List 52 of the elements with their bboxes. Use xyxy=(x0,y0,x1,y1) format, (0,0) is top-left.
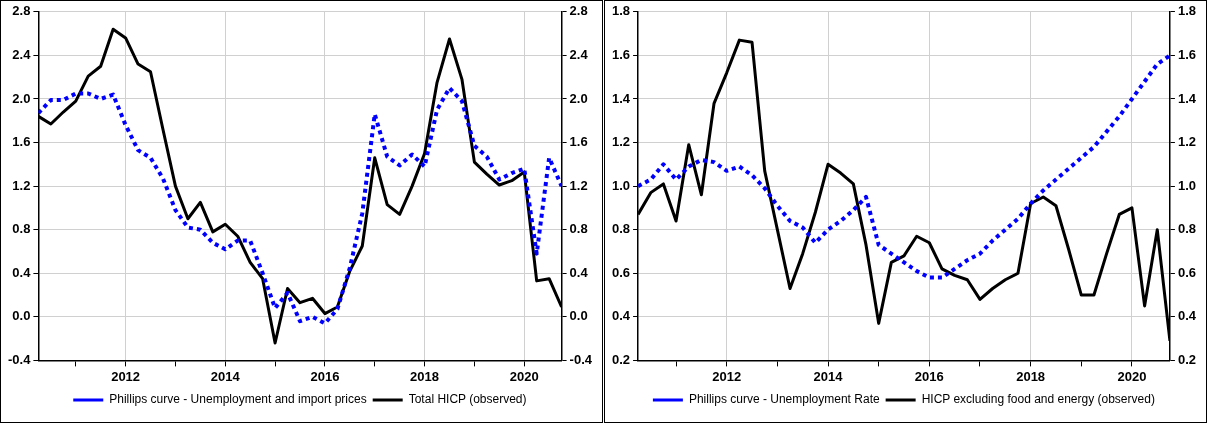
y-tick-label: 0.4 xyxy=(12,264,32,280)
y2-tick-label: 1.6 xyxy=(569,134,588,150)
line-series xyxy=(38,86,562,326)
y2-tick-label: 0.8 xyxy=(569,221,588,237)
y-tick-label: 0.0 xyxy=(12,308,31,324)
legend-label: Total HICP (observed) xyxy=(408,392,527,407)
y-tick-label: 1.8 xyxy=(611,3,631,19)
y2-tick-label: 2.0 xyxy=(569,90,588,106)
y-tick-label: 0.6 xyxy=(611,264,631,280)
y2-tick-label: 1.2 xyxy=(1177,134,1197,150)
y-tick-label: 0.2 xyxy=(611,351,631,367)
y2-tick-label: 0.0 xyxy=(569,308,588,324)
y2-tick-label: 1.0 xyxy=(1177,177,1197,193)
y-tick-label: 1.4 xyxy=(611,90,631,106)
y-tick-label: 2.8 xyxy=(12,3,31,19)
y2-tick-label: 0.2 xyxy=(1177,351,1197,367)
y-tick-label: 2.0 xyxy=(12,90,31,106)
x-tick-label: 2014 xyxy=(813,368,844,384)
y2-tick-label: 1.8 xyxy=(1177,3,1197,19)
y-tick-label: 0.8 xyxy=(12,221,31,237)
legend-label: Phillips curve - Unemployment and import prices xyxy=(109,392,367,407)
x-tick-label: 2018 xyxy=(1016,368,1046,384)
y-tick-label: 0.4 xyxy=(611,308,631,324)
y2-tick-label: 0.8 xyxy=(1177,221,1197,237)
line-series xyxy=(638,53,1170,280)
y2-tick-label: 1.4 xyxy=(1177,90,1197,106)
y-tick-label: -0.4 xyxy=(7,351,32,367)
x-tick-label: 2012 xyxy=(111,368,141,384)
y-tick-label: 1.2 xyxy=(611,134,631,150)
y-tick-label: 1.6 xyxy=(611,46,631,62)
y2-tick-label: 1.6 xyxy=(1177,46,1197,62)
y-tick-label: 1.6 xyxy=(12,134,31,150)
y2-tick-label: 2.8 xyxy=(569,3,588,19)
legend-label: Phillips curve - Unemployment Rate xyxy=(688,392,880,407)
x-tick-label: 2016 xyxy=(310,368,340,384)
x-tick-label: 2020 xyxy=(1117,368,1147,384)
x-tick-label: 2018 xyxy=(410,368,440,384)
y-tick-label: 1.2 xyxy=(12,177,31,193)
y-tick-label: 2.4 xyxy=(12,46,32,62)
y2-tick-label: 1.2 xyxy=(569,177,588,193)
y2-tick-label: 0.6 xyxy=(1177,264,1197,280)
y-tick-label: 0.8 xyxy=(611,221,631,237)
x-tick-label: 2016 xyxy=(914,368,944,384)
x-tick-label: 2014 xyxy=(210,368,241,384)
legend-label: HICP excluding food and energy (observed) xyxy=(921,392,1155,407)
y2-tick-label: 2.4 xyxy=(569,46,589,62)
x-tick-label: 2020 xyxy=(509,368,539,384)
y2-tick-label: 0.4 xyxy=(569,264,589,280)
x-tick-label: 2012 xyxy=(712,368,742,384)
y2-tick-label: 0.4 xyxy=(1177,308,1197,324)
y2-tick-label: -0.4 xyxy=(569,351,593,367)
y-tick-label: 1.0 xyxy=(611,177,631,193)
